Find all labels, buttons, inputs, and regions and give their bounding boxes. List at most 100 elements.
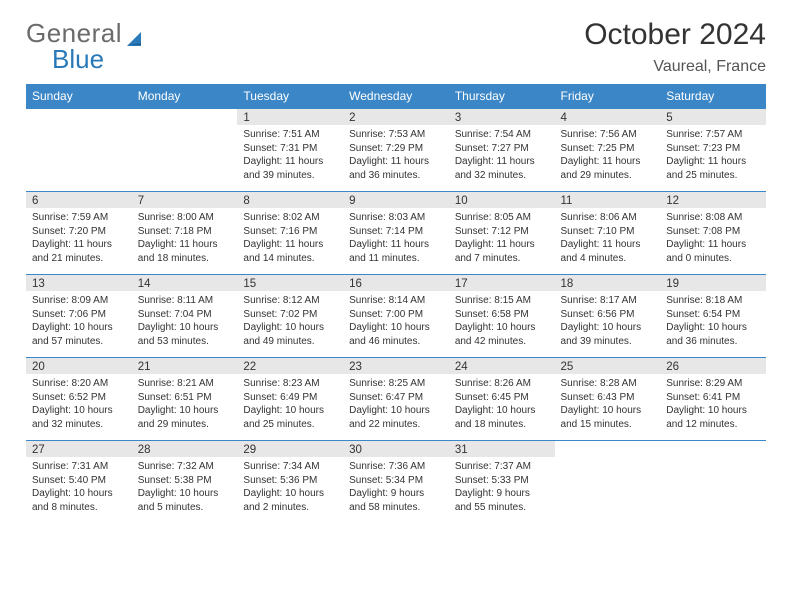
brand-part2: Blue [52, 44, 104, 75]
weekday-header: Saturday [660, 84, 766, 109]
calendar-cell: 25Sunrise: 8:28 AMSunset: 6:43 PMDayligh… [555, 358, 661, 441]
day-body: Sunrise: 8:18 AMSunset: 6:54 PMDaylight:… [660, 291, 766, 351]
day-number: 3 [449, 109, 555, 125]
day-body: Sunrise: 8:14 AMSunset: 7:00 PMDaylight:… [343, 291, 449, 351]
day-number: 10 [449, 192, 555, 208]
weekday-header: Thursday [449, 84, 555, 109]
day-number: 23 [343, 358, 449, 374]
day-number: 20 [26, 358, 132, 374]
calendar-cell: 4Sunrise: 7:56 AMSunset: 7:25 PMDaylight… [555, 109, 661, 192]
calendar-cell: 1Sunrise: 7:51 AMSunset: 7:31 PMDaylight… [237, 109, 343, 192]
calendar-head: SundayMondayTuesdayWednesdayThursdayFrid… [26, 84, 766, 109]
day-number: 1 [237, 109, 343, 125]
sail-icon [126, 25, 144, 43]
calendar-cell: 27Sunrise: 7:31 AMSunset: 5:40 PMDayligh… [26, 441, 132, 524]
calendar-cell: 3Sunrise: 7:54 AMSunset: 7:27 PMDaylight… [449, 109, 555, 192]
day-number: 13 [26, 275, 132, 291]
calendar-cell: 26Sunrise: 8:29 AMSunset: 6:41 PMDayligh… [660, 358, 766, 441]
day-number: 28 [132, 441, 238, 457]
day-number: 8 [237, 192, 343, 208]
day-body: Sunrise: 8:20 AMSunset: 6:52 PMDaylight:… [26, 374, 132, 434]
calendar-cell: 23Sunrise: 8:25 AMSunset: 6:47 PMDayligh… [343, 358, 449, 441]
day-number: 24 [449, 358, 555, 374]
calendar-cell: 17Sunrise: 8:15 AMSunset: 6:58 PMDayligh… [449, 275, 555, 358]
calendar-cell: 30Sunrise: 7:36 AMSunset: 5:34 PMDayligh… [343, 441, 449, 524]
day-number: 17 [449, 275, 555, 291]
calendar-cell: 10Sunrise: 8:05 AMSunset: 7:12 PMDayligh… [449, 192, 555, 275]
weekday-header: Wednesday [343, 84, 449, 109]
day-number: 22 [237, 358, 343, 374]
header: General October 2024 Vaureal, France [26, 18, 766, 76]
day-body: Sunrise: 7:32 AMSunset: 5:38 PMDaylight:… [132, 457, 238, 517]
day-number: 16 [343, 275, 449, 291]
day-number: 26 [660, 358, 766, 374]
calendar-cell-empty [26, 109, 132, 192]
day-body: Sunrise: 8:03 AMSunset: 7:14 PMDaylight:… [343, 208, 449, 268]
day-body: Sunrise: 8:28 AMSunset: 6:43 PMDaylight:… [555, 374, 661, 434]
calendar-cell-empty [132, 109, 238, 192]
calendar-cell-empty [660, 441, 766, 524]
day-body: Sunrise: 7:37 AMSunset: 5:33 PMDaylight:… [449, 457, 555, 517]
day-number: 27 [26, 441, 132, 457]
calendar-cell: 8Sunrise: 8:02 AMSunset: 7:16 PMDaylight… [237, 192, 343, 275]
day-body: Sunrise: 8:17 AMSunset: 6:56 PMDaylight:… [555, 291, 661, 351]
day-body: Sunrise: 7:36 AMSunset: 5:34 PMDaylight:… [343, 457, 449, 517]
day-body: Sunrise: 7:59 AMSunset: 7:20 PMDaylight:… [26, 208, 132, 268]
weekday-header: Friday [555, 84, 661, 109]
calendar: SundayMondayTuesdayWednesdayThursdayFrid… [26, 84, 766, 523]
day-body: Sunrise: 8:23 AMSunset: 6:49 PMDaylight:… [237, 374, 343, 434]
day-body: Sunrise: 7:54 AMSunset: 7:27 PMDaylight:… [449, 125, 555, 185]
day-body: Sunrise: 8:09 AMSunset: 7:06 PMDaylight:… [26, 291, 132, 351]
calendar-row: 20Sunrise: 8:20 AMSunset: 6:52 PMDayligh… [26, 358, 766, 441]
calendar-cell: 28Sunrise: 7:32 AMSunset: 5:38 PMDayligh… [132, 441, 238, 524]
day-number: 19 [660, 275, 766, 291]
day-body: Sunrise: 8:21 AMSunset: 6:51 PMDaylight:… [132, 374, 238, 434]
day-number: 15 [237, 275, 343, 291]
calendar-cell: 13Sunrise: 8:09 AMSunset: 7:06 PMDayligh… [26, 275, 132, 358]
day-number: 4 [555, 109, 661, 125]
day-number: 7 [132, 192, 238, 208]
calendar-body: 1Sunrise: 7:51 AMSunset: 7:31 PMDaylight… [26, 109, 766, 524]
calendar-cell: 9Sunrise: 8:03 AMSunset: 7:14 PMDaylight… [343, 192, 449, 275]
day-body: Sunrise: 8:02 AMSunset: 7:16 PMDaylight:… [237, 208, 343, 268]
day-body: Sunrise: 8:26 AMSunset: 6:45 PMDaylight:… [449, 374, 555, 434]
day-number: 9 [343, 192, 449, 208]
day-body: Sunrise: 7:31 AMSunset: 5:40 PMDaylight:… [26, 457, 132, 517]
calendar-cell: 6Sunrise: 7:59 AMSunset: 7:20 PMDaylight… [26, 192, 132, 275]
day-body: Sunrise: 7:53 AMSunset: 7:29 PMDaylight:… [343, 125, 449, 185]
calendar-cell: 29Sunrise: 7:34 AMSunset: 5:36 PMDayligh… [237, 441, 343, 524]
calendar-cell: 18Sunrise: 8:17 AMSunset: 6:56 PMDayligh… [555, 275, 661, 358]
calendar-cell: 19Sunrise: 8:18 AMSunset: 6:54 PMDayligh… [660, 275, 766, 358]
weekday-header: Tuesday [237, 84, 343, 109]
weekday-header: Monday [132, 84, 238, 109]
day-number: 18 [555, 275, 661, 291]
day-number: 11 [555, 192, 661, 208]
day-body: Sunrise: 7:56 AMSunset: 7:25 PMDaylight:… [555, 125, 661, 185]
day-body: Sunrise: 8:29 AMSunset: 6:41 PMDaylight:… [660, 374, 766, 434]
calendar-cell: 5Sunrise: 7:57 AMSunset: 7:23 PMDaylight… [660, 109, 766, 192]
day-number: 29 [237, 441, 343, 457]
calendar-cell: 2Sunrise: 7:53 AMSunset: 7:29 PMDaylight… [343, 109, 449, 192]
day-number: 5 [660, 109, 766, 125]
day-body: Sunrise: 8:15 AMSunset: 6:58 PMDaylight:… [449, 291, 555, 351]
calendar-cell: 16Sunrise: 8:14 AMSunset: 7:00 PMDayligh… [343, 275, 449, 358]
day-number: 25 [555, 358, 661, 374]
calendar-cell: 20Sunrise: 8:20 AMSunset: 6:52 PMDayligh… [26, 358, 132, 441]
calendar-row: 13Sunrise: 8:09 AMSunset: 7:06 PMDayligh… [26, 275, 766, 358]
day-body: Sunrise: 7:57 AMSunset: 7:23 PMDaylight:… [660, 125, 766, 185]
day-body: Sunrise: 8:11 AMSunset: 7:04 PMDaylight:… [132, 291, 238, 351]
page: General October 2024 Vaureal, France Blu… [0, 0, 792, 533]
day-number: 14 [132, 275, 238, 291]
calendar-cell: 22Sunrise: 8:23 AMSunset: 6:49 PMDayligh… [237, 358, 343, 441]
day-body: Sunrise: 8:08 AMSunset: 7:08 PMDaylight:… [660, 208, 766, 268]
calendar-row: 1Sunrise: 7:51 AMSunset: 7:31 PMDaylight… [26, 109, 766, 192]
day-body: Sunrise: 8:25 AMSunset: 6:47 PMDaylight:… [343, 374, 449, 434]
calendar-cell: 7Sunrise: 8:00 AMSunset: 7:18 PMDaylight… [132, 192, 238, 275]
title-block: October 2024 Vaureal, France [584, 18, 766, 76]
day-body: Sunrise: 7:34 AMSunset: 5:36 PMDaylight:… [237, 457, 343, 517]
calendar-row: 27Sunrise: 7:31 AMSunset: 5:40 PMDayligh… [26, 441, 766, 524]
day-number: 6 [26, 192, 132, 208]
calendar-cell: 15Sunrise: 8:12 AMSunset: 7:02 PMDayligh… [237, 275, 343, 358]
weekday-header: Sunday [26, 84, 132, 109]
calendar-row: 6Sunrise: 7:59 AMSunset: 7:20 PMDaylight… [26, 192, 766, 275]
